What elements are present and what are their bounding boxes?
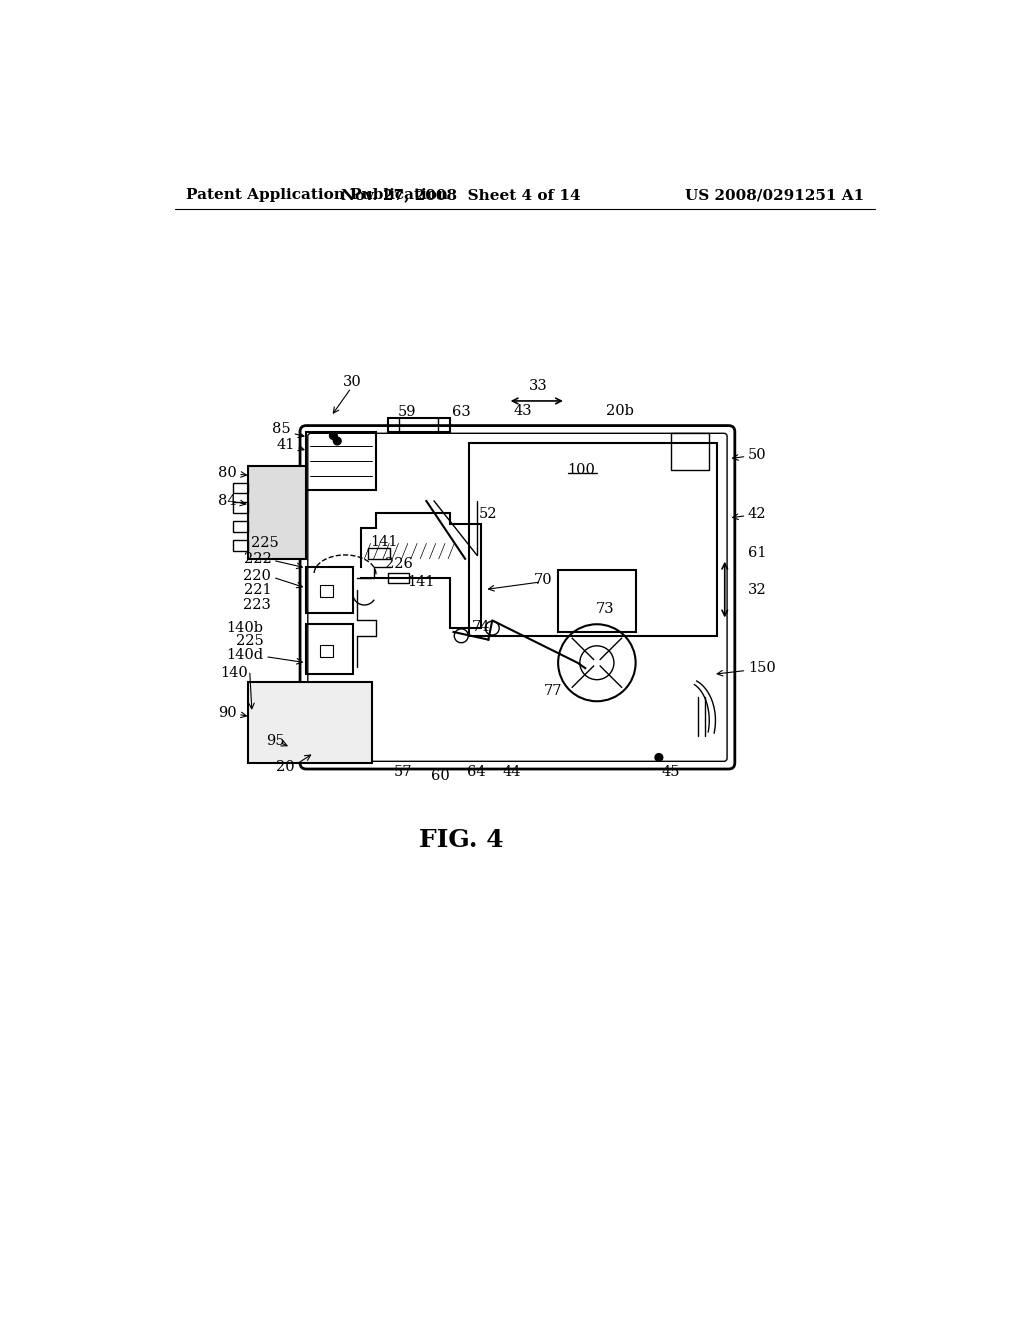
Text: 57: 57 — [394, 766, 413, 779]
Text: 140d: 140d — [226, 648, 263, 663]
Text: 100: 100 — [567, 463, 595, 478]
Bar — [306, 624, 352, 675]
Text: FIG. 4: FIG. 4 — [419, 828, 504, 851]
Text: 84: 84 — [218, 494, 237, 508]
Text: 74: 74 — [471, 619, 489, 634]
Text: 50: 50 — [748, 447, 767, 462]
Text: 64: 64 — [467, 766, 486, 779]
FancyBboxPatch shape — [300, 425, 735, 770]
Text: 43: 43 — [514, 404, 532, 418]
Bar — [248, 466, 306, 558]
Bar — [369, 548, 390, 558]
Text: 73: 73 — [595, 602, 614, 616]
Text: 60: 60 — [431, 770, 450, 783]
Text: 225: 225 — [251, 536, 280, 550]
Text: 220: 220 — [244, 569, 271, 582]
Text: 95: 95 — [266, 734, 285, 748]
Text: 85: 85 — [272, 422, 291, 437]
Text: 226: 226 — [385, 557, 414, 572]
Bar — [232, 483, 248, 494]
Bar — [558, 570, 636, 632]
Circle shape — [655, 754, 663, 762]
Text: US 2008/0291251 A1: US 2008/0291251 A1 — [685, 189, 864, 202]
Text: 90: 90 — [218, 706, 237, 719]
Text: 52: 52 — [479, 507, 498, 521]
Bar — [306, 432, 376, 490]
Text: 44: 44 — [503, 766, 521, 779]
Bar — [306, 566, 352, 612]
Text: 150: 150 — [748, 661, 776, 675]
Bar — [671, 433, 710, 470]
Text: 141: 141 — [370, 535, 397, 549]
Text: Patent Application Publication: Patent Application Publication — [186, 189, 449, 202]
Bar — [321, 585, 333, 598]
Text: 222: 222 — [244, 552, 271, 566]
Text: 61: 61 — [748, 545, 767, 560]
Text: Nov. 27, 2008  Sheet 4 of 14: Nov. 27, 2008 Sheet 4 of 14 — [341, 189, 581, 202]
Text: 221: 221 — [244, 582, 271, 597]
Bar — [469, 444, 717, 636]
Bar — [388, 573, 410, 583]
Text: 223: 223 — [244, 598, 271, 612]
Circle shape — [334, 437, 341, 445]
Text: 41: 41 — [276, 438, 295, 451]
Bar — [232, 502, 248, 512]
Bar — [232, 521, 248, 532]
Text: 225: 225 — [236, 634, 263, 648]
Circle shape — [330, 432, 337, 440]
Text: 140b: 140b — [226, 622, 263, 635]
Text: 140: 140 — [220, 665, 248, 680]
Text: 42: 42 — [748, 507, 767, 521]
Bar — [388, 418, 450, 432]
Text: 33: 33 — [529, 379, 548, 392]
Text: 32: 32 — [748, 582, 767, 597]
Bar — [232, 540, 248, 552]
Text: 59: 59 — [397, 405, 416, 420]
Text: 20: 20 — [276, 760, 295, 774]
Text: 20b: 20b — [606, 404, 634, 418]
Text: 77: 77 — [544, 684, 562, 698]
Text: 63: 63 — [452, 405, 471, 420]
Bar — [248, 682, 372, 763]
Text: 80: 80 — [218, 466, 237, 479]
Text: 30: 30 — [343, 375, 362, 388]
Bar — [321, 645, 333, 657]
Text: 141: 141 — [408, 576, 435, 589]
Text: 70: 70 — [534, 573, 552, 587]
Text: 45: 45 — [662, 766, 680, 779]
